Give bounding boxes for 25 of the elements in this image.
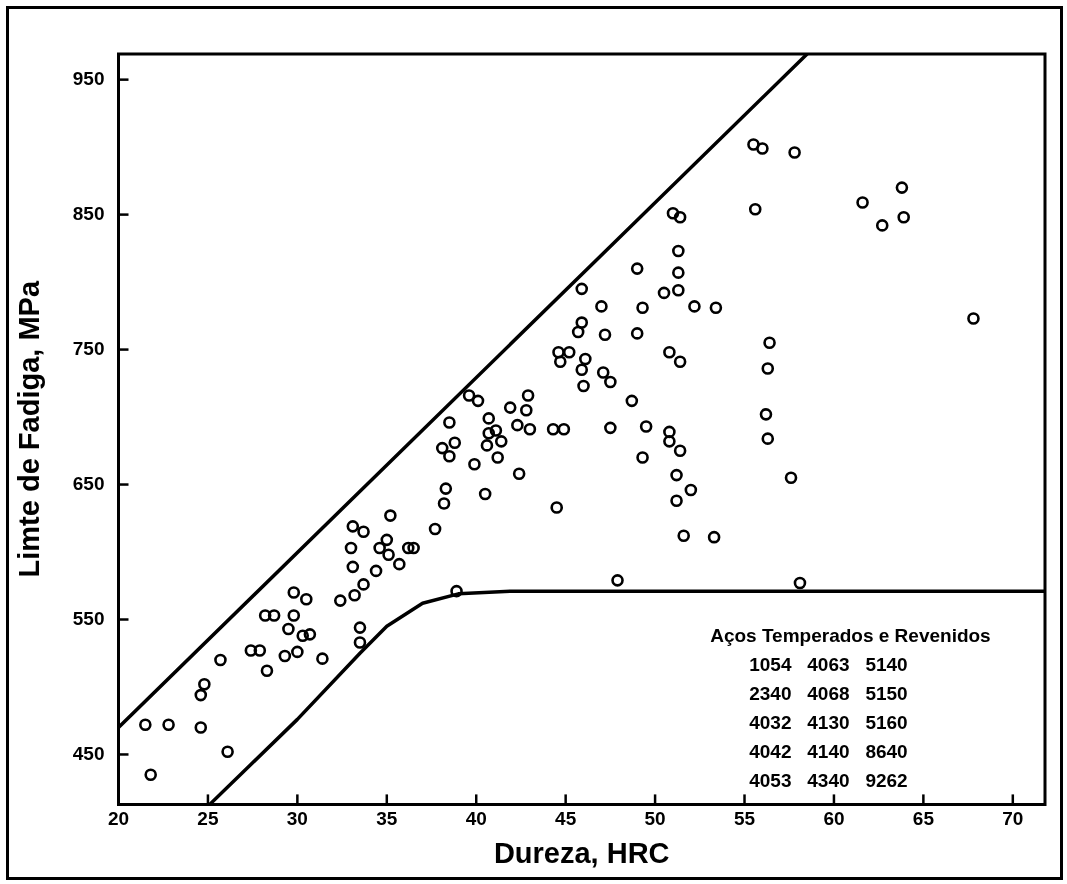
x-tick-label: 40 [465, 808, 487, 830]
annotation: 4042 4140 8640 [749, 741, 908, 763]
annotation: 4053 4340 9262 [749, 770, 908, 792]
y-tick-label: 550 [72, 607, 105, 629]
y-tick-label: 650 [72, 472, 105, 494]
x-tick-label: 65 [912, 808, 935, 830]
x-tick-label: 30 [286, 808, 308, 830]
annotation: 1054 4063 5140 [749, 654, 908, 676]
x-tick-label: 35 [376, 808, 398, 830]
x-tick-label: 20 [107, 808, 130, 830]
annotation: Aços Temperados e Revenidos [710, 625, 991, 647]
x-tick-label: 60 [823, 808, 845, 830]
y-tick-label: 750 [72, 337, 105, 359]
x-tick-label: 45 [555, 808, 577, 830]
x-tick-label: 70 [1002, 808, 1024, 830]
annotation: 4032 4130 5160 [749, 712, 908, 734]
y-axis-title: Limte de Fadiga, MPa [13, 280, 46, 578]
x-axis-title: Dureza, HRC [493, 836, 670, 869]
y-tick-label: 950 [72, 67, 105, 89]
x-tick-label: 55 [733, 808, 756, 830]
x-tick-label: 50 [644, 808, 666, 830]
y-tick-label: 450 [72, 742, 105, 764]
y-tick-label: 850 [72, 202, 105, 224]
annotation: 2340 4068 5150 [749, 683, 908, 705]
x-tick-label: 25 [197, 808, 219, 830]
